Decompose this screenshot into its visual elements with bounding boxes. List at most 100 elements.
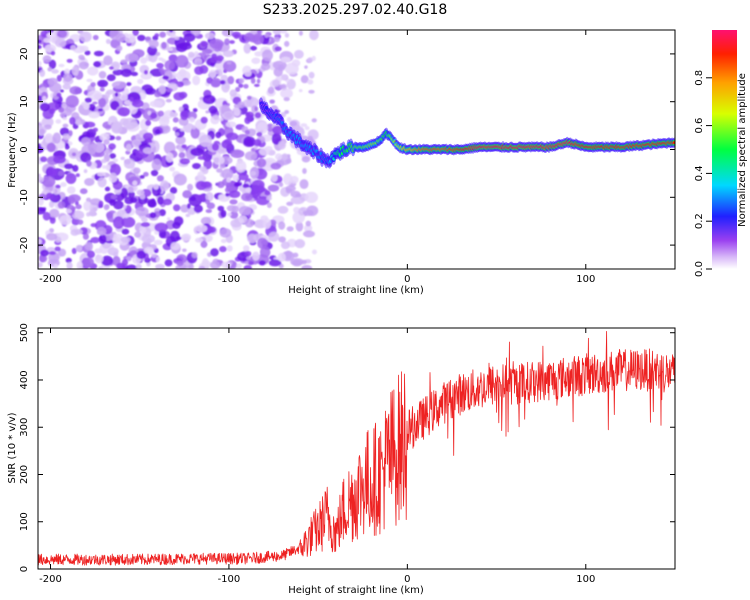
noise-blob	[68, 130, 73, 137]
noise-blob	[111, 81, 127, 89]
noise-blob	[246, 95, 252, 100]
noise-blob	[244, 250, 252, 257]
noise-blob	[262, 218, 272, 230]
noise-blob	[82, 233, 89, 240]
noise-blob	[243, 264, 253, 269]
noise-blob	[243, 83, 249, 89]
colorbar-label: Normalized spectral amplitude	[737, 73, 748, 227]
noise-blob	[261, 49, 273, 62]
noise-blob	[83, 200, 92, 211]
noise-blob	[209, 38, 224, 49]
noise-blob	[208, 105, 218, 114]
noise-blob	[62, 83, 71, 90]
noise-blob	[38, 262, 43, 268]
noise-blob	[102, 165, 107, 169]
noise-blob	[200, 240, 208, 248]
noise-blob	[175, 54, 189, 68]
y-tick-label: 20	[19, 48, 30, 61]
noise-blob	[51, 69, 59, 74]
noise-blob	[227, 212, 232, 217]
noise-blob	[186, 203, 191, 209]
colorbar	[712, 30, 737, 269]
noise-blob	[264, 34, 269, 38]
noise-blob	[93, 61, 102, 68]
noise-blob	[156, 175, 164, 182]
noise-blob	[90, 82, 96, 87]
noise-blob	[286, 226, 294, 232]
noise-blob	[146, 137, 152, 144]
noise-blob	[200, 216, 212, 226]
noise-blob	[226, 177, 232, 183]
noise-blob	[273, 36, 281, 43]
noise-blob	[225, 192, 230, 197]
noise-blob	[141, 102, 150, 110]
noise-blob	[175, 81, 184, 88]
noise-blob	[105, 164, 111, 171]
noise-blob	[278, 140, 286, 150]
noise-blob	[38, 39, 42, 44]
noise-blob	[38, 197, 44, 206]
noise-blob	[140, 57, 148, 64]
noise-blob	[40, 249, 49, 257]
noise-blob	[241, 192, 253, 202]
noise-blob	[182, 103, 189, 111]
noise-blob	[94, 248, 103, 254]
noise-blob	[245, 111, 255, 119]
x-tick-label: 0	[404, 274, 410, 285]
noise-blob	[269, 99, 275, 104]
noise-blob	[267, 86, 275, 95]
x-tick-label: -200	[39, 574, 62, 585]
noise-blob	[197, 155, 206, 160]
noise-blob	[139, 193, 146, 200]
noise-blob	[215, 131, 222, 139]
noise-blob	[219, 246, 227, 253]
noise-blob	[191, 252, 198, 259]
noise-blob	[39, 102, 50, 112]
noise-blob	[277, 252, 286, 262]
noise-blob	[242, 245, 250, 252]
colorbar-tick-label: 0.0	[694, 261, 705, 277]
noise-blob	[109, 199, 116, 206]
noise-blob	[169, 111, 178, 118]
noise-blob	[47, 102, 60, 112]
noise-blob	[229, 89, 237, 98]
noise-blob	[308, 89, 315, 94]
noise-blob	[186, 111, 198, 121]
noise-blob	[253, 83, 260, 87]
noise-blob	[226, 132, 239, 141]
noise-blob	[277, 64, 283, 69]
noise-blob	[109, 172, 117, 179]
noise-blob	[110, 194, 117, 200]
noise-blob	[70, 229, 80, 236]
noise-blob	[131, 99, 144, 108]
noise-blob	[301, 156, 311, 163]
noise-blob	[308, 71, 315, 79]
noise-blob	[46, 142, 56, 153]
noise-blob	[278, 182, 284, 188]
noise-blob	[155, 256, 161, 263]
noise-blob	[160, 115, 170, 123]
noise-blob	[251, 57, 261, 64]
noise-blob	[44, 133, 53, 144]
noise-blob	[250, 171, 257, 176]
noise-blob	[90, 223, 97, 228]
noise-blob	[248, 261, 254, 266]
noise-blob	[311, 55, 316, 61]
noise-blob	[180, 234, 191, 242]
noise-blob	[39, 254, 48, 263]
noise-blob	[222, 50, 234, 58]
noise-blob	[165, 152, 174, 163]
noise-blob	[210, 260, 221, 269]
noise-blob	[185, 41, 191, 47]
noise-blob	[114, 92, 119, 97]
noise-blob	[188, 117, 196, 123]
noise-blob	[49, 208, 60, 218]
noise-blob	[72, 164, 79, 172]
noise-blob	[183, 33, 196, 42]
noise-blob	[210, 248, 219, 257]
noise-blob	[221, 261, 232, 269]
noise-blob	[235, 86, 241, 92]
noise-blob	[76, 261, 83, 269]
noise-blob	[217, 205, 225, 212]
noise-blob	[122, 117, 138, 130]
